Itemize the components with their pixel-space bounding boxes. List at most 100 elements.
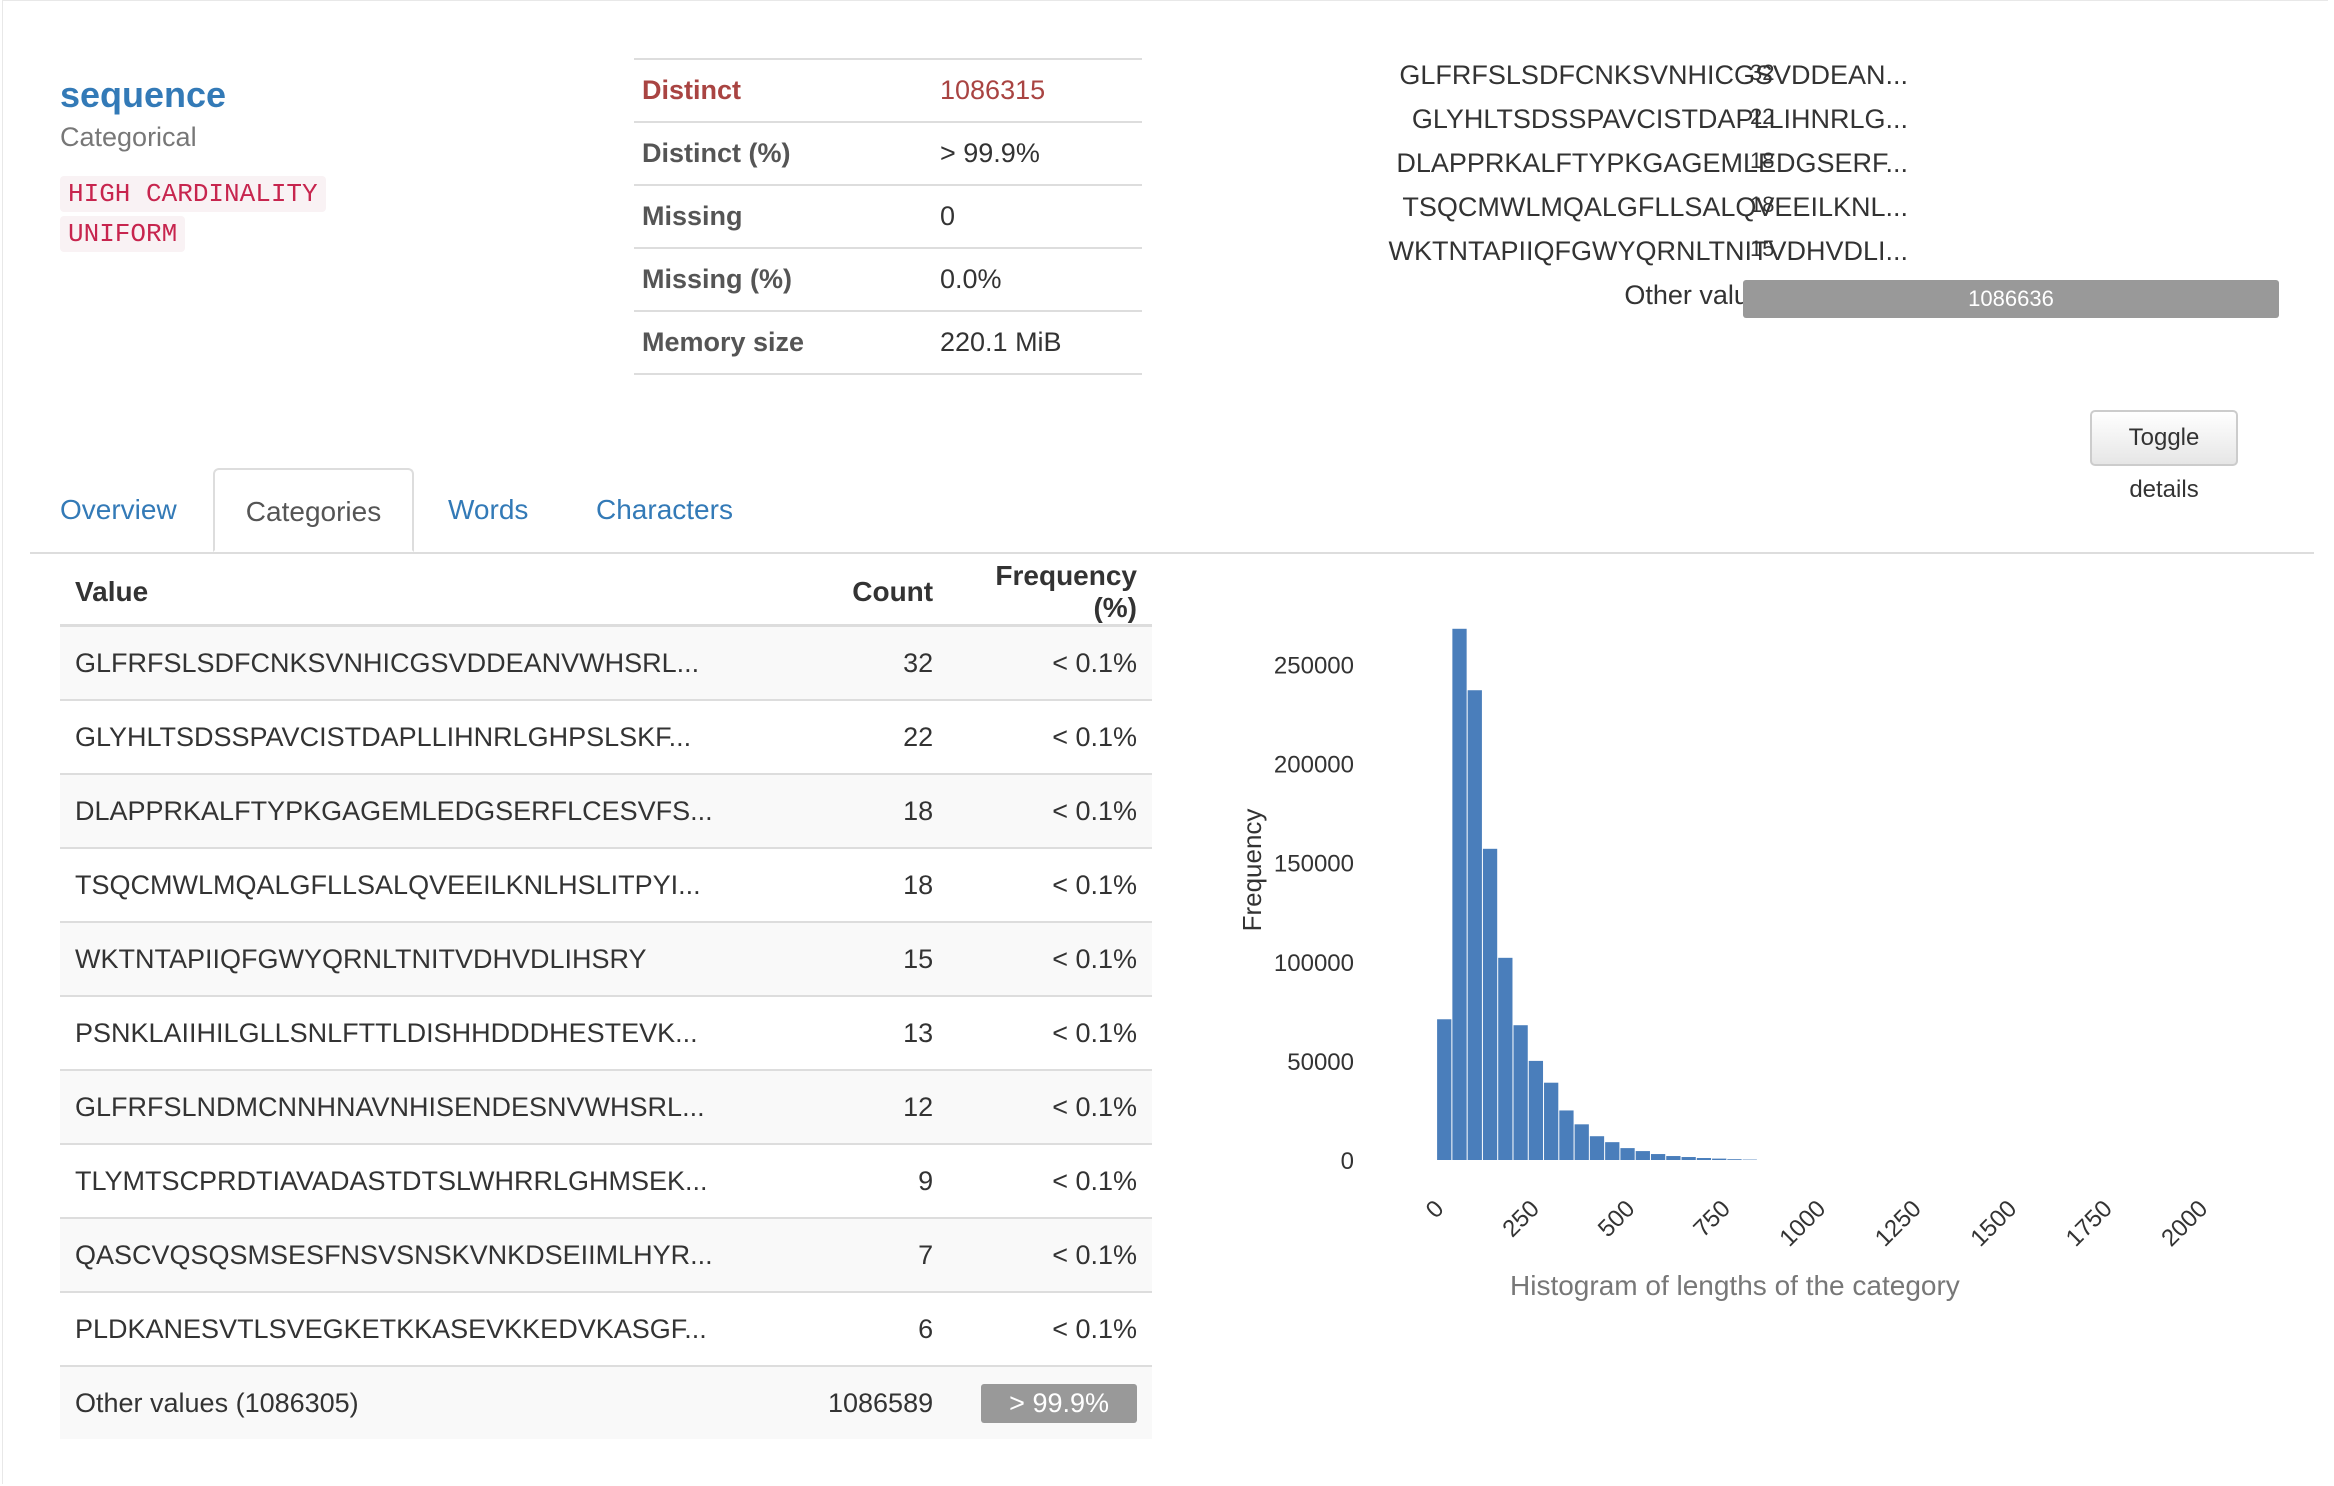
stat-label: Missing (%) <box>634 247 932 311</box>
mini-other-row: Other values (1086310) 1086636 <box>1180 280 2280 320</box>
cell-frequency: < 0.1% <box>948 699 1152 774</box>
cell-count: 18 <box>786 847 949 922</box>
x-tick-label: 1250 <box>1870 1195 1927 1252</box>
cell-frequency: < 0.1% <box>948 921 1152 996</box>
histogram-bar <box>1544 1082 1559 1160</box>
table-header-row: Value Count Frequency (%) <box>60 560 1152 627</box>
tab-words[interactable]: Words <box>448 494 529 525</box>
mini-value-count: 22 <box>1750 104 1775 129</box>
cell-count: 22 <box>786 699 949 774</box>
tab-bar: Overview Categories Words Characters <box>30 468 2314 554</box>
stat-value: 1086315 <box>932 58 1142 122</box>
cell-value: GLFRFSLNDMCNNHNAVNHISENDESNVWHSRL... <box>60 1069 787 1144</box>
table-row: PSNKLAIIHILGLLSNLFTTLDISHHDDDHESTEVK... 1… <box>60 995 1152 1070</box>
histogram-bar <box>1650 1154 1666 1160</box>
cell-frequency: < 0.1% <box>948 1217 1152 1292</box>
histogram-bar <box>1559 1110 1574 1160</box>
stat-row-memory-size: Memory size 220.1 MiB <box>634 310 1142 375</box>
stat-label: Memory size <box>634 310 932 375</box>
histogram-bar <box>1681 1157 1696 1160</box>
tab-characters[interactable]: Characters <box>596 494 733 525</box>
y-tick-label: 100000 <box>1274 950 1354 977</box>
histogram-bar <box>1605 1142 1620 1160</box>
tab-categories[interactable]: Categories <box>213 468 414 552</box>
x-tick-label: 750 <box>1688 1195 1735 1242</box>
x-tick-label: 1000 <box>1774 1195 1831 1252</box>
cell-count: 15 <box>786 921 949 996</box>
x-tick-label: 1500 <box>1965 1195 2022 1252</box>
table-row: DLAPPRKALFTYPKGAGEMLEDGSERFLCESVFS... 18 <… <box>60 773 1152 848</box>
histogram-bar <box>1696 1158 1712 1160</box>
mini-value-row: TSQCMWLMQALGFLLSALQVEEILKNL... 18 <box>1180 192 2280 232</box>
table-row: WKTNTAPIIQFGWYQRNLTNITVDHVDLIHSRY 15 < 0.1… <box>60 921 1152 996</box>
cell-value: TSQCMWLMQALGFLLSALQVEEILKNLHSLITPYI... <box>60 847 787 922</box>
table-row: GLFRFSLSDFCNKSVNHICGSVDDEANVWHSRL... 32 < … <box>60 624 1152 700</box>
cell-frequency: < 0.1% <box>948 624 1152 700</box>
table-row: QASCVQSQSMSESFNSVSNSKVNKDSEIIMLHYR... 7 < … <box>60 1217 1152 1292</box>
histogram-bar <box>1452 628 1467 1160</box>
histogram-bar <box>1620 1148 1635 1160</box>
table-row: GLFRFSLNDMCNNHNAVNHISENDESNVWHSRL... 12 < … <box>60 1069 1152 1144</box>
histogram-bar <box>1574 1124 1589 1160</box>
mini-value-label: WKTNTAPIIQFGWYQRNLTNITVDHVDLI... <box>1388 236 1908 266</box>
mini-value-count: 32 <box>1750 60 1775 85</box>
mini-value-label: GLFRFSLSDFCNKSVNHICGSVDDEAN... <box>1399 60 1908 90</box>
histogram-chart: 0 50000 100000 150000 200000 250000 0 250 500 75… <box>1237 628 2213 1252</box>
table-row: TLYMTSCPRDTIAVADASTDTSLWHRRLGHMSEK... 9 < … <box>60 1143 1152 1218</box>
stats-table: Distinct 1086315 Distinct (%) > 99.9% Mi… <box>634 58 1142 375</box>
histogram-bar <box>1498 957 1513 1160</box>
frequency-table: Value Count Frequency (%) GLFRFSLSDFCNKS… <box>60 560 1152 1439</box>
cell-value: GLFRFSLSDFCNKSVNHICGSVDDEANVWHSRL... <box>60 624 787 700</box>
cell-value: PLDKANESVTLSVEGKETKKASEVKKEDVKASGF... <box>60 1291 787 1366</box>
y-tick-label: 0 <box>1341 1148 1354 1175</box>
cell-frequency: < 0.1% <box>948 773 1152 848</box>
cell-count: 6 <box>786 1291 949 1366</box>
cell-value: GLYHLTSDSSPAVCISTDAPLLIHNRLGHPSLSKF... <box>60 699 787 774</box>
variable-name[interactable]: sequence <box>60 74 227 115</box>
cell-value: QASCVQSQSMSESFNSVSNSKVNKDSEIIMLHYR... <box>60 1217 787 1292</box>
cell-count: 1086589 <box>786 1365 949 1439</box>
histogram-bar <box>1513 1025 1528 1160</box>
mini-value-row: WKTNTAPIIQFGWYQRNLTNITVDHVDLI... 15 <box>1180 236 2280 276</box>
stat-row-distinct-pct: Distinct (%) > 99.9% <box>634 121 1142 185</box>
cell-count: 18 <box>786 773 949 848</box>
histogram-bar <box>1635 1151 1650 1160</box>
x-tick-label: 2000 <box>2156 1195 2213 1252</box>
histogram-bar <box>1482 848 1498 1160</box>
cell-frequency: < 0.1% <box>948 995 1152 1070</box>
chart-title: Histogram of lengths of the category <box>1510 1270 1960 1301</box>
cell-frequency: < 0.1% <box>948 1069 1152 1144</box>
table-row: TSQCMWLMQALGFLLSALQVEEILKNLHSLITPYI... 18… <box>60 847 1152 922</box>
badge-uniform: UNIFORM <box>60 216 186 252</box>
column-header-value: Value <box>60 560 787 627</box>
cell-value: TLYMTSCPRDTIAVADASTDTSLWHRRLGHMSEK... <box>60 1143 787 1218</box>
histogram-bar <box>1528 1060 1544 1160</box>
stat-row-missing-pct: Missing (%) 0.0% <box>634 247 1142 311</box>
cell-count: 9 <box>786 1143 949 1218</box>
y-tick-label: 50000 <box>1287 1049 1354 1076</box>
stat-label: Distinct <box>634 58 932 122</box>
table-row: GLYHLTSDSSPAVCISTDAPLLIHNRLGHPSLSKF... 22… <box>60 699 1152 774</box>
column-header-count: Count <box>786 560 949 627</box>
y-tick-label: 150000 <box>1274 851 1354 878</box>
cell-count: 32 <box>786 624 949 700</box>
table-row-other: Other values (1086305) 1086589 > 99.9% <box>60 1365 1152 1439</box>
y-tick-label: 250000 <box>1274 652 1354 679</box>
mini-value-count: 18 <box>1750 148 1775 173</box>
mini-value-row: DLAPPRKALFTYPKGAGEMLEDGSERF... 18 <box>1180 148 2280 188</box>
x-tick-label: 1750 <box>2061 1195 2118 1252</box>
y-axis-label: Frequency <box>1237 809 1267 932</box>
stat-value: > 99.9% <box>932 121 1142 185</box>
toggle-details-button[interactable]: Toggle details <box>2090 410 2238 503</box>
histogram-bar <box>1467 690 1482 1160</box>
x-tick-label: 500 <box>1593 1195 1640 1242</box>
cell-value: DLAPPRKALFTYPKGAGEMLEDGSERFLCESVFS... <box>60 773 787 848</box>
stat-label: Distinct (%) <box>634 121 932 185</box>
tab-overview[interactable]: Overview <box>60 494 177 525</box>
mini-value-label: TSQCMWLMQALGFLLSALQVEEILKNL... <box>1402 192 1908 222</box>
cell-frequency: < 0.1% <box>948 847 1152 922</box>
other-frequency-pill: > 99.9% <box>981 1383 1137 1423</box>
cell-value: WKTNTAPIIQFGWYQRNLTNITVDHVDLIHSRY <box>60 921 787 996</box>
y-tick-label: 200000 <box>1274 752 1354 779</box>
